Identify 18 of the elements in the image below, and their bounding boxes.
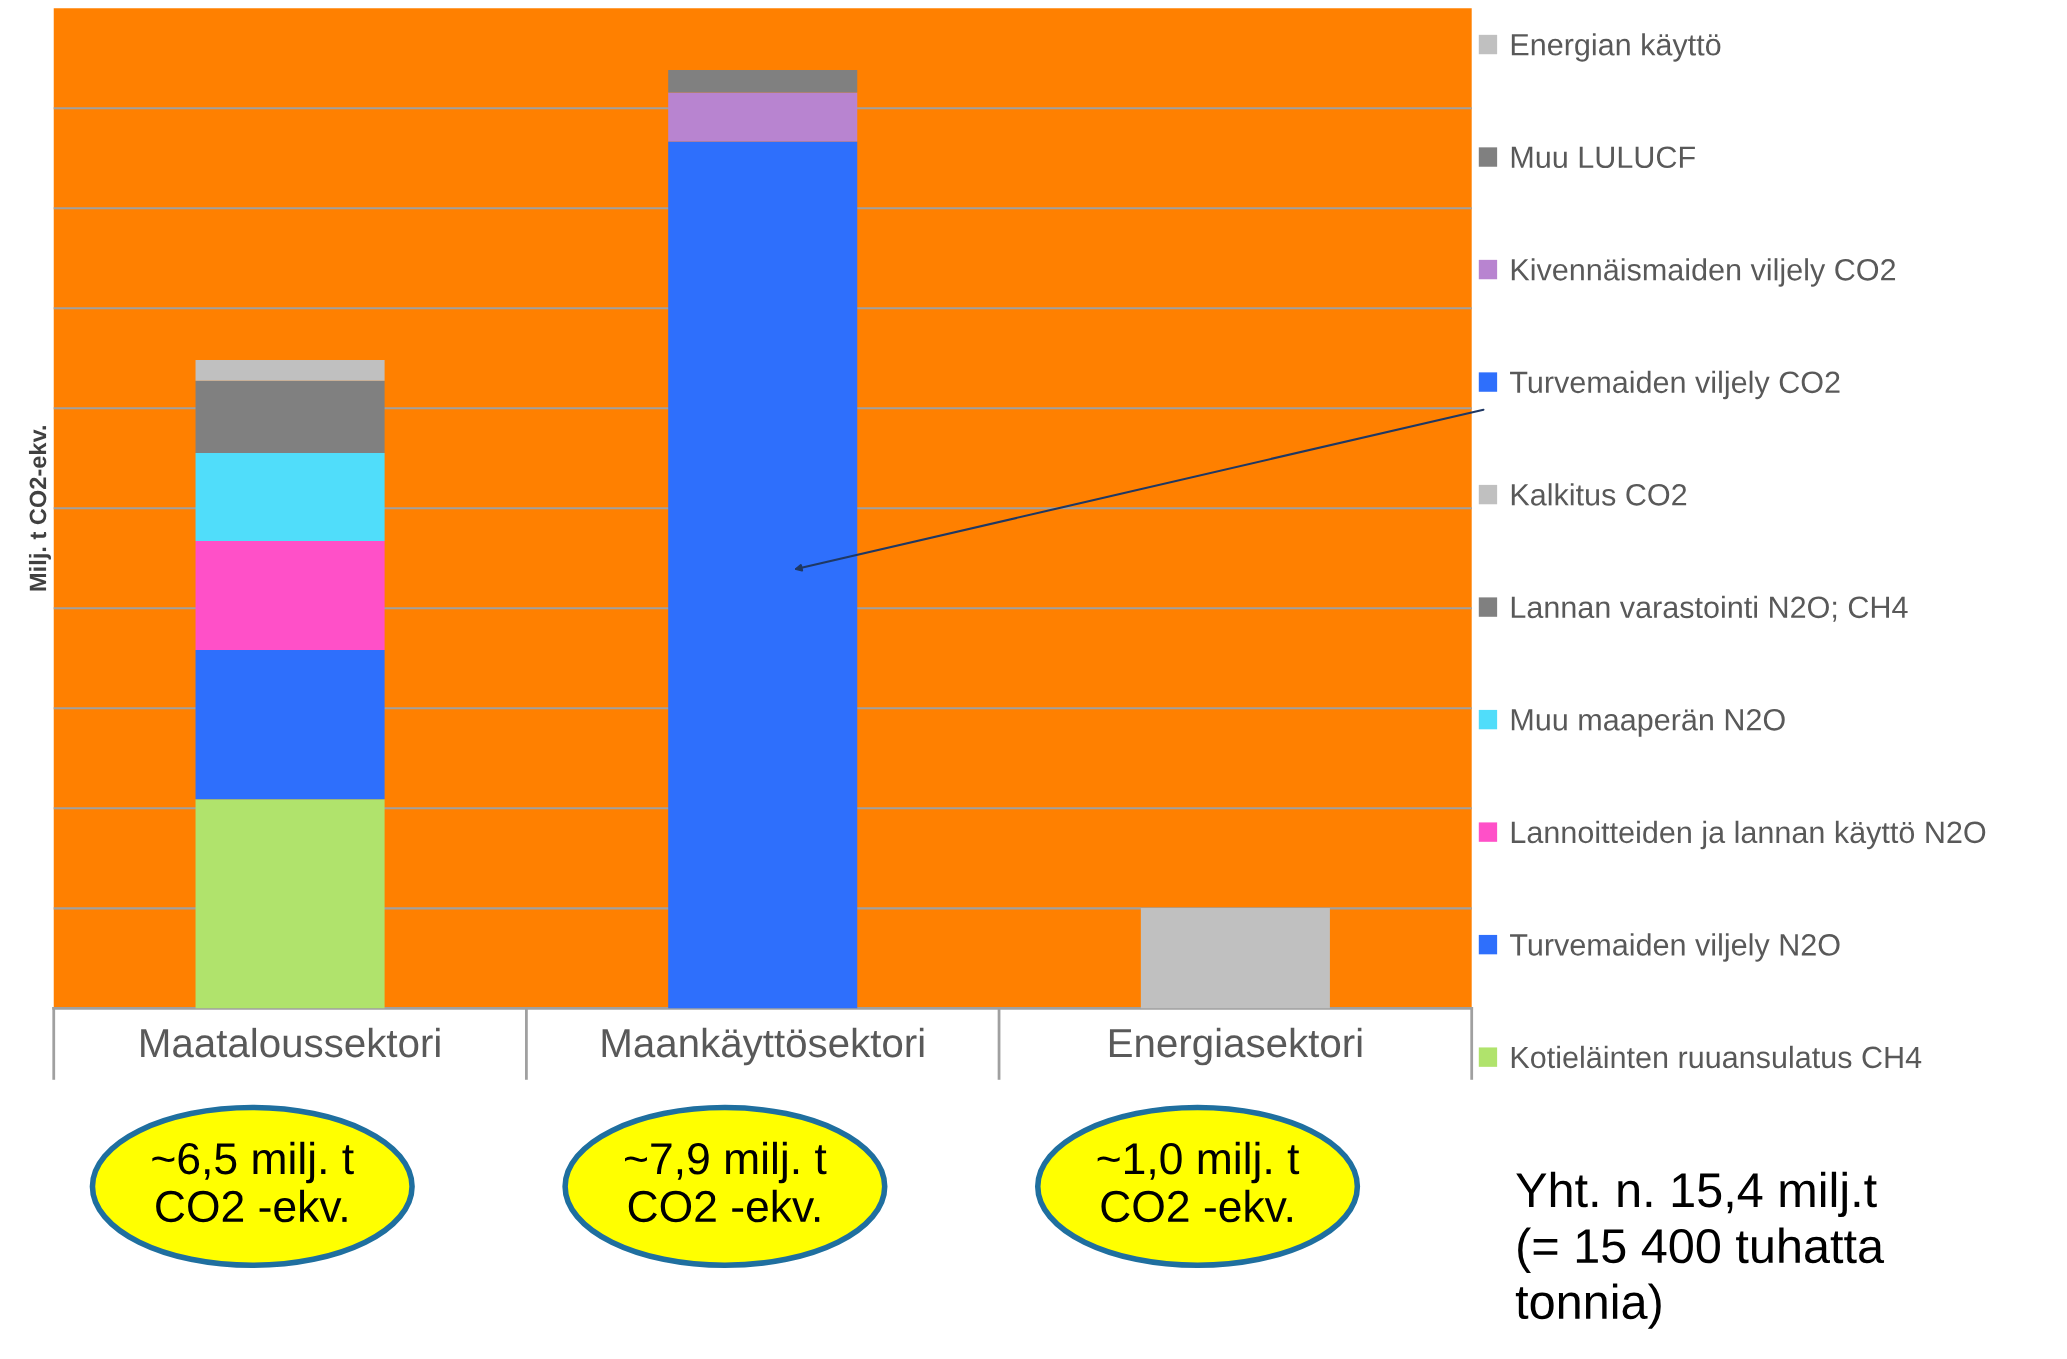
legend-label: Turvemaiden viljely CO2 bbox=[1510, 370, 1840, 400]
legend-label: Kotieläinten ruuansulatus CH4 bbox=[1511, 1045, 1922, 1069]
legend-label: Kivennäismaiden viljely CO2 bbox=[1511, 258, 1896, 287]
legend-label: Energian käyttö bbox=[1511, 33, 1721, 62]
text: ~7,9 milj. t CO2 -ekv. bbox=[625, 1141, 827, 1223]
legend-label: Lannoitteiden ja lannan käyttö N2O bbox=[1511, 820, 1986, 850]
text: Yht. n. 15,4 milj.t (= 15 400 tuhatta tonnia) bbox=[1515, 1171, 1885, 1329]
text: ~1,0 milj. t CO2 -ekv. bbox=[1097, 1141, 1300, 1223]
legend-label: Turvemaiden viljely N2O bbox=[1510, 933, 1840, 962]
x-tick-label: Maankäyttösektori bbox=[602, 1027, 924, 1066]
x-tick-label: Maataloussektori bbox=[141, 1027, 440, 1058]
legend-label: Muu LULUCF bbox=[1511, 146, 1695, 169]
x-tick-label: Energiasektori bbox=[1109, 1027, 1362, 1066]
text: ~6,5 milj. t CO2 -ekv. bbox=[152, 1141, 354, 1223]
y-axis-title: Milj. t CO2-ekv. bbox=[28, 426, 51, 591]
legend-label: Kalkitus CO2 bbox=[1511, 483, 1687, 506]
legend-label: Lannan varastointi N2O; CH4 bbox=[1511, 595, 1908, 622]
legend-label: Muu maaperän N2O bbox=[1511, 709, 1785, 737]
